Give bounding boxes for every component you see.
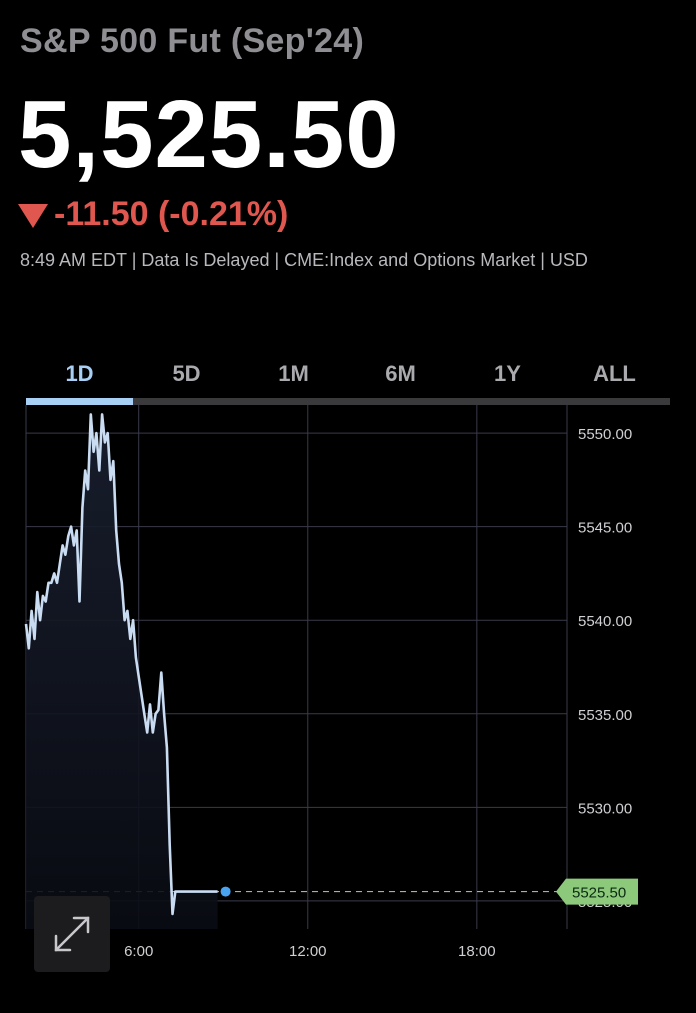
- instrument-title: S&P 500 Fut (Sep'24): [20, 22, 365, 60]
- price-chart[interactable]: 5550.00 5545.00 5540.00 5535.00 5530.00 5525.…: [0, 405, 696, 975]
- tab-track: [26, 398, 670, 405]
- y-tick-label: 5530.00: [578, 800, 632, 817]
- x-tick-label: 6:00: [124, 943, 153, 960]
- tab-1d[interactable]: 1D: [65, 361, 94, 386]
- down-triangle-icon: [18, 203, 48, 228]
- tab-active-indicator: [26, 398, 133, 405]
- expand-icon: [54, 916, 90, 952]
- tab-6m[interactable]: 6M: [385, 361, 416, 386]
- x-tick-label: 18:00: [458, 943, 496, 960]
- range-tabs: 1D 5D 1M 6M 1Y ALL: [26, 356, 670, 406]
- price-line: [24, 413, 218, 916]
- y-tick-label: 5540.00: [578, 613, 632, 630]
- x-tick-label: 12:00: [289, 943, 327, 960]
- tab-1m[interactable]: 1M: [278, 361, 309, 386]
- expand-chart-button[interactable]: [34, 896, 110, 972]
- tab-all[interactable]: ALL: [593, 361, 636, 386]
- y-tick-label: 5550.00: [578, 426, 632, 443]
- tab-1y[interactable]: 1Y: [494, 361, 521, 386]
- price-change: -11.50 (-0.21%): [18, 195, 288, 234]
- price-change-text: -11.50 (-0.21%): [54, 195, 289, 233]
- tab-5d[interactable]: 5D: [172, 361, 201, 386]
- last-price-badge: [556, 878, 638, 905]
- y-tick-label: 5535.00: [578, 707, 632, 724]
- quote-meta: 8:49 AM EDT | Data Is Delayed | CME:Inde…: [20, 250, 588, 270]
- y-tick-label: 5545.00: [578, 520, 632, 537]
- last-point-marker: [220, 886, 231, 897]
- last-price: 5,525.50: [18, 81, 400, 188]
- price-area: [26, 414, 218, 929]
- last-price-badge-text: 5525.50: [572, 885, 626, 902]
